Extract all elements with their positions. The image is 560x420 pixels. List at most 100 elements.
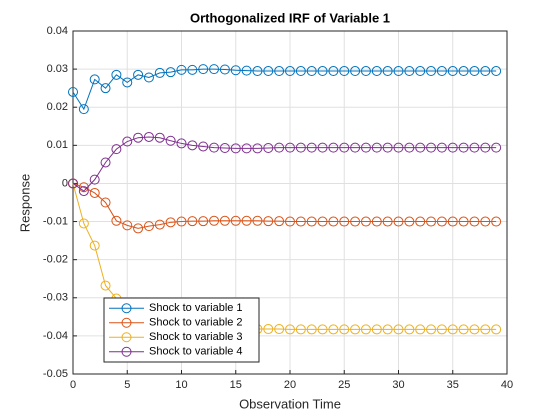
y-tick-label: -0.04	[43, 330, 68, 342]
marker	[111, 144, 122, 155]
marker	[491, 66, 502, 77]
marker	[241, 143, 252, 154]
marker	[154, 67, 165, 78]
marker	[317, 142, 328, 153]
marker	[252, 215, 263, 226]
marker	[447, 324, 458, 335]
marker	[458, 324, 469, 335]
marker	[187, 216, 198, 227]
marker	[382, 66, 393, 77]
marker	[295, 142, 306, 153]
x-tick-label: 40	[501, 379, 513, 391]
marker	[143, 131, 154, 142]
marker	[89, 187, 100, 198]
marker	[447, 216, 458, 227]
marker	[350, 66, 361, 77]
marker	[209, 64, 220, 75]
marker	[371, 142, 382, 153]
marker	[68, 86, 78, 97]
marker	[415, 324, 426, 335]
marker	[89, 174, 100, 185]
marker	[154, 132, 165, 143]
legend-label: Shock to variable 1	[149, 302, 243, 314]
marker	[295, 66, 306, 77]
marker	[371, 216, 382, 227]
marker	[230, 143, 241, 154]
y-tick-label: 0.04	[47, 25, 68, 37]
marker	[111, 215, 122, 226]
marker	[328, 66, 339, 77]
chart-title: Orthogonalized IRF of Variable 1	[190, 10, 390, 25]
y-tick-label: 0.03	[47, 63, 68, 75]
marker	[209, 142, 220, 153]
marker	[176, 216, 187, 227]
marker	[133, 69, 144, 80]
marker	[263, 324, 274, 335]
marker	[198, 216, 209, 227]
y-tick-label: 0.02	[47, 101, 68, 113]
marker	[317, 216, 328, 227]
y-axis-label: Response	[17, 174, 32, 233]
marker	[306, 216, 317, 227]
marker	[219, 143, 230, 154]
marker	[306, 324, 317, 335]
marker	[165, 135, 176, 146]
marker	[371, 324, 382, 335]
marker	[198, 64, 209, 75]
marker	[404, 324, 415, 335]
marker	[274, 142, 285, 153]
marker	[469, 216, 480, 227]
marker	[415, 66, 426, 77]
marker	[68, 178, 78, 189]
y-tick-label: -0.03	[43, 292, 68, 304]
x-tick-label: 25	[338, 379, 350, 391]
marker	[187, 140, 198, 151]
marker	[100, 197, 111, 208]
marker	[263, 66, 274, 77]
marker	[317, 324, 328, 335]
y-tick-label: -0.01	[43, 215, 68, 227]
marker	[295, 324, 306, 335]
marker	[100, 83, 111, 94]
marker	[122, 136, 133, 147]
marker	[230, 65, 241, 76]
marker	[78, 186, 89, 197]
marker	[480, 324, 491, 335]
marker	[78, 104, 89, 115]
marker	[360, 142, 371, 153]
x-tick-label: 35	[447, 379, 459, 391]
marker	[360, 324, 371, 335]
marker	[426, 216, 437, 227]
marker	[143, 221, 154, 232]
marker	[176, 138, 187, 149]
y-tick-label: -0.02	[43, 254, 68, 266]
marker	[122, 77, 133, 88]
marker	[143, 72, 154, 83]
marker	[469, 324, 480, 335]
marker	[393, 142, 404, 153]
series-line	[72, 136, 497, 192]
marker	[285, 66, 295, 77]
marker	[469, 142, 480, 153]
marker	[165, 217, 176, 228]
marker	[285, 142, 295, 153]
series-line	[72, 68, 497, 111]
marker	[415, 142, 426, 153]
marker	[458, 216, 469, 227]
marker	[371, 66, 382, 77]
marker	[241, 215, 252, 226]
marker	[89, 74, 100, 85]
marker	[436, 216, 447, 227]
marker	[252, 66, 263, 77]
legend-marker	[121, 303, 132, 314]
marker	[491, 142, 502, 153]
marker	[426, 66, 437, 77]
legend-label: Shock to variable 2	[149, 317, 243, 329]
marker	[480, 216, 491, 227]
marker	[426, 142, 437, 153]
series-line	[72, 182, 497, 229]
marker	[328, 142, 339, 153]
marker	[176, 64, 187, 75]
